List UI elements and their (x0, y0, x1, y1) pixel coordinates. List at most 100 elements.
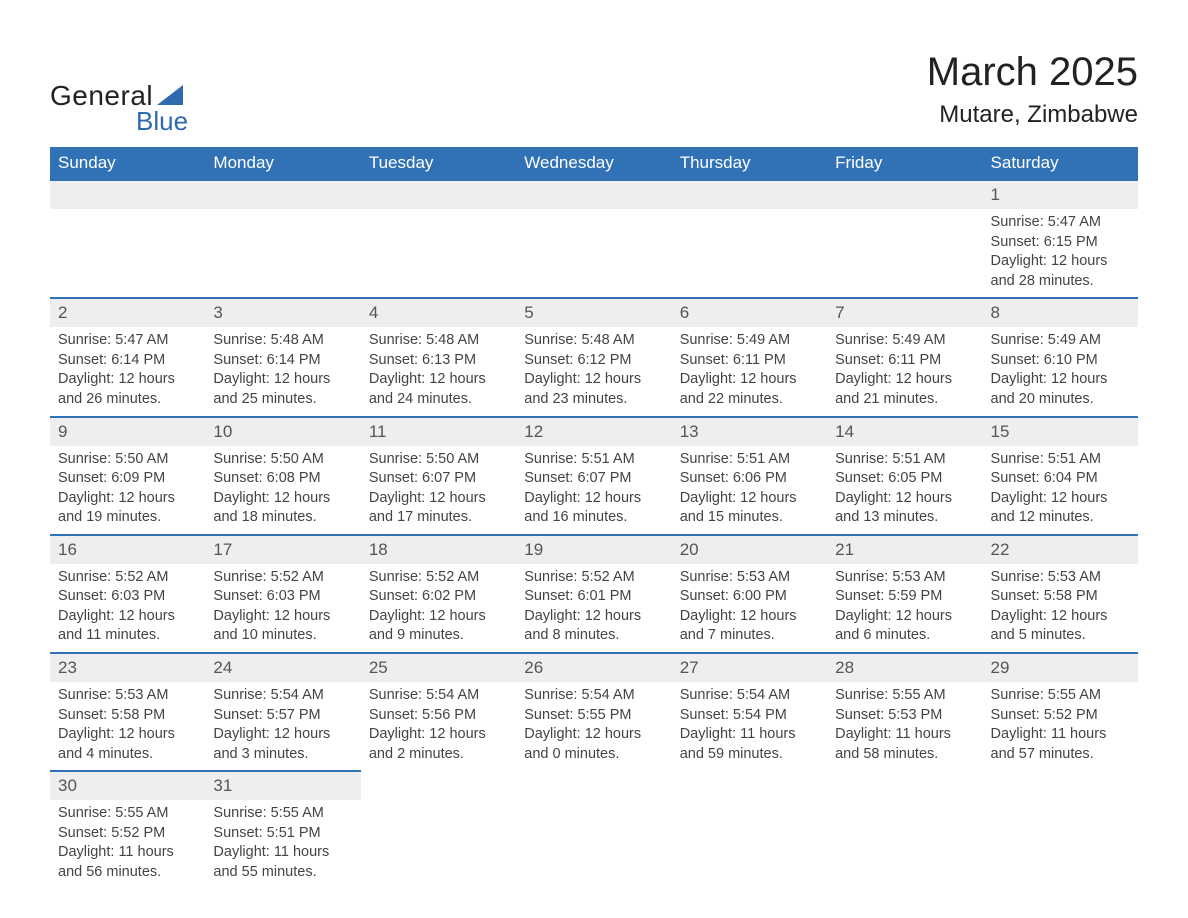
sunrise-line: Sunrise: 5:52 AM (524, 568, 663, 588)
daynum-row: 9101112131415 (50, 417, 1138, 446)
day-detail-cell: Sunrise: 5:53 AMSunset: 5:59 PMDaylight:… (827, 564, 982, 653)
sunrise-line: Sunrise: 5:53 AM (58, 686, 197, 706)
day-number-cell: 11 (361, 417, 516, 446)
day-detail-cell: Sunrise: 5:48 AMSunset: 6:14 PMDaylight:… (205, 327, 360, 416)
day-detail-cell (361, 209, 516, 298)
month-title: March 2025 (927, 50, 1138, 95)
daylight-line: Daylight: 12 hours and 0 minutes. (524, 725, 663, 764)
logo-triangle-icon (157, 85, 183, 105)
day-number-cell: 30 (50, 771, 205, 800)
col-sun: Sunday (50, 147, 205, 180)
sunrise-line: Sunrise: 5:52 AM (58, 568, 197, 588)
day-detail-cell: Sunrise: 5:53 AMSunset: 5:58 PMDaylight:… (50, 682, 205, 771)
day-detail-cell: Sunrise: 5:50 AMSunset: 6:08 PMDaylight:… (205, 446, 360, 535)
day-number-cell: 27 (672, 653, 827, 682)
daylight-line: Daylight: 11 hours and 58 minutes. (835, 725, 974, 764)
sunset-line: Sunset: 6:03 PM (213, 587, 352, 607)
sunset-line: Sunset: 5:59 PM (835, 587, 974, 607)
logo-word2: Blue (136, 106, 188, 137)
sunset-line: Sunset: 6:05 PM (835, 469, 974, 489)
day-detail-cell: Sunrise: 5:47 AMSunset: 6:15 PMDaylight:… (983, 209, 1138, 298)
day-number-cell (983, 771, 1138, 800)
detail-row: Sunrise: 5:50 AMSunset: 6:09 PMDaylight:… (50, 446, 1138, 535)
sunset-line: Sunset: 5:58 PM (58, 706, 197, 726)
daynum-row: 1 (50, 180, 1138, 209)
sunset-line: Sunset: 6:13 PM (369, 351, 508, 371)
day-detail-cell: Sunrise: 5:49 AMSunset: 6:11 PMDaylight:… (672, 327, 827, 416)
sunset-line: Sunset: 6:00 PM (680, 587, 819, 607)
sunrise-line: Sunrise: 5:55 AM (991, 686, 1130, 706)
sunset-line: Sunset: 5:54 PM (680, 706, 819, 726)
sunrise-line: Sunrise: 5:55 AM (58, 804, 197, 824)
day-detail-cell: Sunrise: 5:53 AMSunset: 5:58 PMDaylight:… (983, 564, 1138, 653)
sunrise-line: Sunrise: 5:48 AM (213, 331, 352, 351)
col-sat: Saturday (983, 147, 1138, 180)
detail-row: Sunrise: 5:53 AMSunset: 5:58 PM Daylight:… (50, 682, 1138, 771)
sunrise-line: Sunrise: 5:51 AM (524, 450, 663, 470)
day-detail-cell: Sunrise: 5:53 AMSunset: 6:00 PMDaylight:… (672, 564, 827, 653)
day-number-cell: 29 (983, 653, 1138, 682)
sunrise-line: Sunrise: 5:53 AM (680, 568, 819, 588)
daynum-row: 16171819202122 (50, 535, 1138, 564)
day-number-cell (672, 771, 827, 800)
day-detail-cell: Sunrise: 5:47 AMSunset: 6:14 PMDaylight:… (50, 327, 205, 416)
daylight-line: Daylight: 12 hours and 20 minutes. (991, 370, 1130, 409)
day-number-cell: 14 (827, 417, 982, 446)
sunrise-line: Sunrise: 5:49 AM (835, 331, 974, 351)
daylight-line: Daylight: 12 hours and 28 minutes. (991, 252, 1130, 291)
daylight-line: Daylight: 12 hours and 9 minutes. (369, 607, 508, 646)
sunset-line: Sunset: 5:58 PM (991, 587, 1130, 607)
day-detail-cell: Sunrise: 5:54 AMSunset: 5:54 PMDaylight:… (672, 682, 827, 771)
sunrise-line: Sunrise: 5:48 AM (369, 331, 508, 351)
daylight-line: Daylight: 11 hours and 59 minutes. (680, 725, 819, 764)
day-number-cell: 21 (827, 535, 982, 564)
day-detail-cell: Sunrise: 5:55 AMSunset: 5:52 PMDaylight:… (983, 682, 1138, 771)
daylight-line: Daylight: 11 hours and 57 minutes. (991, 725, 1130, 764)
day-number-cell: 17 (205, 535, 360, 564)
daylight-line: Daylight: 12 hours and 7 minutes. (680, 607, 819, 646)
sunset-line: Sunset: 6:15 PM (991, 233, 1130, 253)
sunset-line: Sunset: 6:08 PM (213, 469, 352, 489)
sunset-line: Sunset: 6:07 PM (369, 469, 508, 489)
sunrise-line: Sunrise: 5:54 AM (524, 686, 663, 706)
sunset-line: Sunset: 6:03 PM (58, 587, 197, 607)
sunset-line: Sunset: 5:57 PM (213, 706, 352, 726)
sunset-line: Sunset: 5:56 PM (369, 706, 508, 726)
day-number-cell: 16 (50, 535, 205, 564)
location: Mutare, Zimbabwe (927, 101, 1138, 129)
sunrise-line: Sunrise: 5:51 AM (991, 450, 1130, 470)
sunrise-line: Sunrise: 5:52 AM (369, 568, 508, 588)
day-number-cell: 6 (672, 298, 827, 327)
day-detail-cell (516, 209, 671, 298)
day-number-cell: 13 (672, 417, 827, 446)
day-number-cell: 26 (516, 653, 671, 682)
sunrise-line: Sunrise: 5:47 AM (58, 331, 197, 351)
day-number-cell: 25 (361, 653, 516, 682)
sunset-line: Sunset: 5:53 PM (835, 706, 974, 726)
sunset-line: Sunset: 6:14 PM (213, 351, 352, 371)
day-number-cell: 5 (516, 298, 671, 327)
day-number-cell: 8 (983, 298, 1138, 327)
detail-row: Sunrise: 5:52 AMSunset: 6:03 PMDaylight:… (50, 564, 1138, 653)
day-detail-cell: Sunrise: 5:51 AMSunset: 6:04 PMDaylight:… (983, 446, 1138, 535)
day-detail-cell (50, 209, 205, 298)
sunset-line: Sunset: 6:04 PM (991, 469, 1130, 489)
day-detail-cell: Sunrise: 5:49 AMSunset: 6:11 PMDaylight:… (827, 327, 982, 416)
day-number-cell (361, 771, 516, 800)
daylight-line: Daylight: 11 hours and 56 minutes. (58, 843, 197, 882)
sunrise-line: Sunrise: 5:49 AM (991, 331, 1130, 351)
daylight-line: Daylight: 12 hours and 21 minutes. (835, 370, 974, 409)
sunrise-line: Sunrise: 5:47 AM (991, 213, 1130, 233)
sunrise-line: Sunrise: 5:55 AM (835, 686, 974, 706)
day-detail-cell: Sunrise: 5:54 AMSunset: 5:56 PMDaylight:… (361, 682, 516, 771)
sunrise-line: Sunrise: 5:49 AM (680, 331, 819, 351)
title-block: March 2025 Mutare, Zimbabwe (927, 50, 1138, 129)
day-header-row: Sunday Monday Tuesday Wednesday Thursday… (50, 147, 1138, 180)
day-detail-cell: Sunrise: 5:55 AMSunset: 5:53 PMDaylight:… (827, 682, 982, 771)
day-number-cell: 24 (205, 653, 360, 682)
daylight-line: Daylight: 12 hours and 12 minutes. (991, 489, 1130, 528)
day-detail-cell: Sunrise: 5:48 AMSunset: 6:13 PMDaylight:… (361, 327, 516, 416)
day-detail-cell: Sunrise: 5:54 AMSunset: 5:55 PMDaylight:… (516, 682, 671, 771)
day-number-cell: 7 (827, 298, 982, 327)
day-detail-cell: Sunrise: 5:55 AMSunset: 5:51 PMDaylight:… (205, 800, 360, 888)
